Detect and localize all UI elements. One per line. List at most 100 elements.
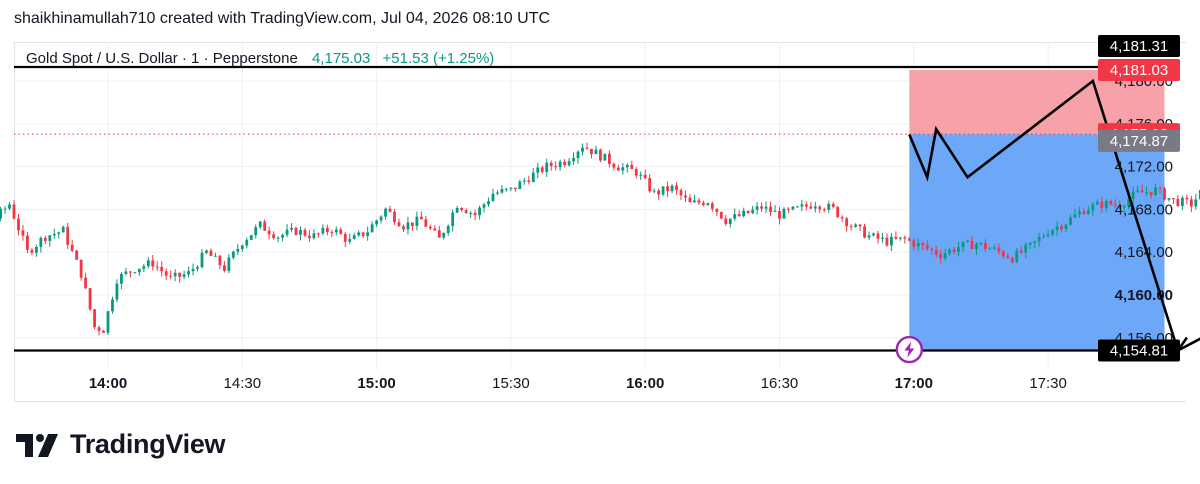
candle-body <box>679 190 683 196</box>
price-tag-label: 4,181.31 <box>1110 38 1168 55</box>
candle-body <box>1015 250 1019 263</box>
candle-body <box>115 283 119 300</box>
candle-body <box>728 218 732 225</box>
candle-body <box>576 151 580 159</box>
candle-body <box>97 327 101 331</box>
candle-body <box>1109 200 1113 205</box>
candle-body <box>872 233 875 236</box>
candle-body <box>1145 192 1148 194</box>
candle-body <box>854 224 858 227</box>
candle-body <box>133 272 137 274</box>
x-tick-label: 15:30 <box>492 375 530 392</box>
candle-body <box>804 204 808 207</box>
candle-body <box>88 288 92 310</box>
x-tick-label: 16:30 <box>761 375 799 392</box>
candle-body <box>128 271 132 273</box>
last-price: 4,175.03 <box>311 50 371 67</box>
candle-body <box>84 277 88 289</box>
candle-body <box>460 208 464 211</box>
candle-body <box>79 259 83 278</box>
candle-body <box>370 224 374 233</box>
candle-body <box>39 237 43 247</box>
candle-body <box>366 232 370 236</box>
candle-body <box>782 208 786 219</box>
candle-body <box>1131 191 1135 199</box>
candle-body <box>419 216 423 220</box>
candle-body <box>1033 241 1037 243</box>
price-change: +51.53 (+1.25%) <box>382 50 495 67</box>
candle-body <box>836 206 840 218</box>
candle-body <box>57 232 61 234</box>
candle-body <box>111 299 114 312</box>
candle-body <box>737 214 741 217</box>
candle-body <box>513 187 517 190</box>
candle-body <box>992 247 996 249</box>
candle-body <box>66 226 70 245</box>
candle-body <box>1064 224 1068 230</box>
candle-body <box>840 217 844 219</box>
candle-body <box>590 148 593 155</box>
candle-body <box>594 149 598 155</box>
candle-body <box>496 192 499 194</box>
candle-body <box>1060 226 1063 230</box>
candle-body <box>634 169 638 176</box>
candle-body <box>1163 188 1166 200</box>
candle-body <box>196 267 199 269</box>
candlestick-series <box>0 142 1200 336</box>
candle-body <box>970 240 974 250</box>
candle-body <box>397 222 401 227</box>
candle-body <box>43 237 47 241</box>
candle-body <box>1127 198 1131 207</box>
candle-body <box>643 174 647 179</box>
candle-body <box>93 309 96 328</box>
candle-body <box>581 147 584 152</box>
lightning-icon[interactable] <box>895 335 924 364</box>
candle-body <box>433 228 437 231</box>
candle-body <box>357 232 361 236</box>
candle-body <box>245 239 249 246</box>
lightning-bolt <box>904 341 915 358</box>
candle-body <box>173 272 177 277</box>
candle-body <box>666 186 669 192</box>
candle-body <box>424 219 428 227</box>
candle-body <box>706 203 710 206</box>
candle-body <box>352 235 356 240</box>
candle-body <box>1113 204 1117 206</box>
candle-body <box>473 212 477 216</box>
candle-body <box>388 208 392 212</box>
candle-body <box>75 250 79 260</box>
candle-body <box>236 248 240 252</box>
candle-body <box>916 242 920 247</box>
candle-body <box>957 247 960 252</box>
candle-body <box>1149 192 1153 196</box>
candle-body <box>1019 250 1023 253</box>
candle-body <box>925 245 929 249</box>
candle-body <box>218 255 222 266</box>
candle-body <box>585 147 589 149</box>
x-tick-label: 14:00 <box>89 375 127 392</box>
candle-body <box>482 204 486 208</box>
candle-body <box>34 246 38 253</box>
candle-body <box>334 229 338 233</box>
symbol-legend[interactable]: Gold Spot / U.S. Dollar · 1 · Pepperston… <box>26 50 494 67</box>
candle-body <box>1172 198 1175 200</box>
candle-body <box>290 227 293 230</box>
candle-body <box>760 206 763 209</box>
candle-body <box>733 214 737 219</box>
candle-body <box>894 236 898 239</box>
candle-body <box>845 218 849 227</box>
tradingview-brand[interactable]: TradingView <box>16 424 226 464</box>
price-tag-label: 4,174.87 <box>1110 133 1168 150</box>
candle-body <box>975 243 978 250</box>
candle-body <box>1158 187 1162 189</box>
candle-body <box>249 235 253 240</box>
candle-body <box>231 251 235 258</box>
candle-body <box>1176 198 1180 207</box>
candle-body <box>303 229 307 236</box>
candle-body <box>178 272 182 277</box>
candle-body <box>822 209 826 211</box>
candle-body <box>1055 226 1059 231</box>
candle-body <box>1122 206 1126 208</box>
candle-body <box>912 240 916 247</box>
